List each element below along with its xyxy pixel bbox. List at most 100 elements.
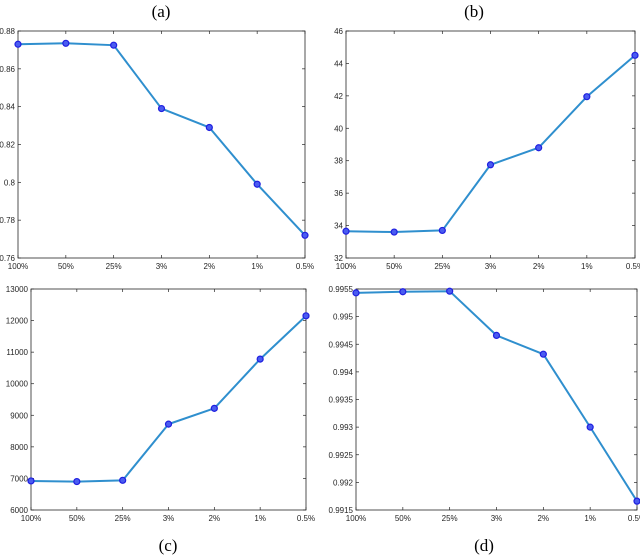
data-point xyxy=(301,231,309,239)
y-tick-label: 7000 xyxy=(10,474,28,483)
x-tick-label: 25% xyxy=(442,514,458,523)
x-tick-label: 1% xyxy=(581,262,593,271)
data-point xyxy=(110,41,118,49)
x-tick-label: 1% xyxy=(584,514,596,523)
y-tick-label: 36 xyxy=(334,189,343,198)
y-tick-label: 0.9945 xyxy=(329,340,354,349)
panel-label-d: (d) xyxy=(474,536,494,555)
panel-label-c: (c) xyxy=(159,536,178,555)
panel-a: (a) 0.76 0.78 0.8 0.82 0.84 0.86 0.88 100% 50% 25%… xyxy=(0,2,314,271)
y-tick-label: 11000 xyxy=(6,348,28,357)
y-tick-label: 0.82 xyxy=(0,141,16,150)
y-tick-label: 0.994 xyxy=(333,368,354,377)
data-point xyxy=(14,40,22,48)
x-tick-label: 2% xyxy=(204,262,216,271)
data-point xyxy=(73,477,81,486)
plot-frame xyxy=(355,288,638,511)
x-tick-label: 100% xyxy=(21,514,41,523)
y-tick-label: 0.993 xyxy=(333,423,354,432)
x-tick-label: 2% xyxy=(538,514,550,523)
data-point xyxy=(539,350,547,358)
panel-label-b: (b) xyxy=(464,2,484,21)
x-tick-label: 25% xyxy=(115,514,131,523)
y-tick-label: 0.76 xyxy=(0,254,16,263)
panel-b: (b) 32 34 36 38 40 42 44 46 100% 50% 25% 3% 2% 1% 0.5% xyxy=(334,2,640,271)
x-tick-label: 1% xyxy=(254,514,266,523)
y-tick-label: 0.8 xyxy=(4,178,16,187)
data-point xyxy=(256,355,264,363)
data-point xyxy=(302,312,310,320)
data-point xyxy=(586,423,594,431)
y-tick-label: 0.86 xyxy=(0,65,16,74)
y-tick-label: 44 xyxy=(334,59,343,68)
x-tick-label: 100% xyxy=(336,262,356,271)
x-tick-label: 2% xyxy=(209,514,221,523)
x-tick-label: 50% xyxy=(58,262,74,271)
data-point xyxy=(62,39,70,47)
data-point xyxy=(492,331,501,340)
data-point xyxy=(342,227,350,235)
data-point xyxy=(119,476,127,484)
y-tick-label: 32 xyxy=(334,254,343,263)
data-point xyxy=(157,104,166,113)
panel-d: (d) 0.9915 0.992 0.9925 0.993 0.9935 0.994 0.99… xyxy=(329,285,640,555)
y-tick-label: 10000 xyxy=(6,380,29,389)
plot-frame xyxy=(30,288,307,511)
y-tick-label: 0.84 xyxy=(0,103,16,112)
data-point xyxy=(446,287,454,295)
x-tick-label: 100% xyxy=(8,262,28,271)
y-tick-label: 8000 xyxy=(10,443,28,452)
data-point xyxy=(486,161,495,169)
data-point xyxy=(253,180,261,188)
y-tick-label: 0.995 xyxy=(333,313,354,322)
data-point xyxy=(352,289,360,297)
panel-label-a: (a) xyxy=(152,2,171,21)
x-tick-label: 0.5% xyxy=(628,514,640,523)
y-tick-label: 40 xyxy=(334,124,343,133)
data-point xyxy=(210,404,218,412)
x-tick-label: 100% xyxy=(346,514,366,523)
y-tick-label: 0.9935 xyxy=(329,396,354,405)
x-tick-label: 0.5% xyxy=(296,262,314,271)
x-tick-label: 2% xyxy=(533,262,545,271)
x-tick-label: 50% xyxy=(386,262,402,271)
x-tick-label: 25% xyxy=(434,262,450,271)
x-tick-label: 3% xyxy=(156,262,168,271)
data-point xyxy=(205,123,213,132)
y-tick-label: 13000 xyxy=(6,285,29,294)
y-tick-label: 46 xyxy=(334,27,343,36)
y-tick-label: 34 xyxy=(334,222,343,231)
x-tick-label: 25% xyxy=(106,262,122,271)
y-tick-label: 0.992 xyxy=(333,478,354,487)
x-tick-label: 0.5% xyxy=(297,514,315,523)
y-tick-label: 0.78 xyxy=(0,216,16,225)
x-tick-label: 3% xyxy=(163,514,175,523)
data-point xyxy=(27,477,35,485)
plot-frame xyxy=(345,30,636,259)
x-tick-label: 3% xyxy=(485,262,497,271)
y-tick-label: 9000 xyxy=(10,411,28,420)
y-tick-label: 38 xyxy=(334,157,343,166)
data-point xyxy=(631,51,639,59)
data-point xyxy=(535,144,543,152)
x-tick-label: 50% xyxy=(395,514,411,523)
y-tick-label: 12000 xyxy=(6,317,29,326)
data-point xyxy=(164,420,173,428)
x-tick-label: 0.5% xyxy=(626,262,640,271)
y-tick-label: 0.9915 xyxy=(329,506,354,515)
x-tick-label: 1% xyxy=(251,262,263,271)
y-tick-label: 0.9925 xyxy=(329,451,354,460)
data-point xyxy=(390,228,398,236)
x-tick-label: 3% xyxy=(491,514,503,523)
y-tick-label: 0.88 xyxy=(0,27,16,36)
data-point xyxy=(399,288,407,296)
y-tick-label: 6000 xyxy=(10,506,28,515)
data-point xyxy=(633,497,640,505)
y-tick-label: 42 xyxy=(334,92,343,101)
y-tick-label: 0.9955 xyxy=(329,285,354,294)
data-point xyxy=(438,226,446,235)
x-tick-label: 50% xyxy=(69,514,85,523)
plot-frame xyxy=(17,30,306,259)
data-point xyxy=(583,93,591,101)
